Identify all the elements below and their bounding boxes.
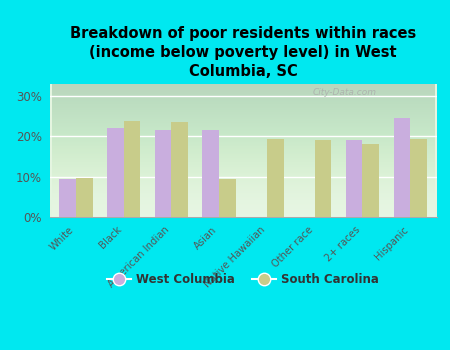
Bar: [59, 179, 76, 217]
Bar: [219, 179, 236, 217]
Title: Breakdown of poor residents within races
(income below poverty level) in West
Co: Breakdown of poor residents within races…: [70, 27, 416, 79]
Bar: [171, 122, 188, 217]
Legend: West Columbia, South Carolina: West Columbia, South Carolina: [103, 268, 383, 291]
Bar: [107, 128, 124, 217]
Bar: [362, 145, 379, 217]
Bar: [410, 139, 427, 217]
Bar: [346, 140, 362, 217]
Bar: [393, 118, 410, 217]
Bar: [124, 121, 140, 217]
Bar: [155, 130, 171, 217]
Bar: [76, 178, 93, 217]
Text: City-Data.com: City-Data.com: [313, 88, 377, 97]
Bar: [202, 130, 219, 217]
Bar: [315, 140, 331, 217]
Bar: [267, 139, 284, 217]
